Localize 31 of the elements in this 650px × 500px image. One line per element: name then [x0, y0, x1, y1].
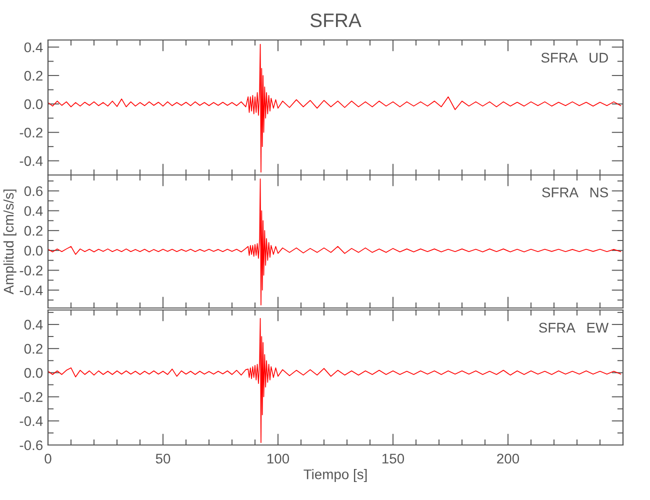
line-series — [48, 44, 622, 173]
x-tick-label: 50 — [156, 454, 170, 464]
y-tick-label: -0.4 — [20, 156, 43, 166]
x-axis-title: Tiempo [s] — [304, 469, 367, 482]
x-tick-label: 100 — [267, 454, 290, 464]
y-tick-label: 0.2 — [24, 226, 42, 236]
y-tick-label: -0.2 — [20, 266, 42, 276]
x-tick-label: 0 — [44, 454, 52, 464]
y-tick-label: 0.0 — [24, 246, 43, 256]
y-tick-label: -0.6 — [20, 440, 43, 450]
y-axis-title: Amplitud [cm/s/s] — [3, 190, 16, 294]
line-series — [48, 318, 622, 444]
y-tick-label: -0.2 — [20, 128, 42, 138]
y-tick-label: 0.6 — [24, 186, 43, 196]
y-tick-label: 0.2 — [24, 344, 42, 354]
y-tick-label: 0.4 — [24, 42, 43, 52]
x-tick-label: 200 — [497, 454, 520, 464]
annotation: SFRA EW — [539, 322, 609, 333]
y-tick-label: -0.2 — [20, 392, 42, 402]
annotation: SFRA UD — [541, 52, 608, 63]
y-tick-label: 0.0 — [24, 368, 43, 378]
chart-title: SFRA — [310, 13, 362, 28]
line-series — [48, 178, 622, 306]
y-tick-label: 0.4 — [24, 206, 43, 216]
annotation: SFRA NS — [542, 188, 608, 198]
y-tick-label: -0.4 — [20, 285, 43, 296]
x-tick-label: 150 — [382, 454, 404, 464]
y-tick-label: 0.4 — [24, 320, 43, 330]
y-tick-label: -0.4 — [20, 416, 43, 426]
y-tick-label: 0.0 — [24, 99, 43, 110]
y-tick-label: 0.2 — [24, 70, 42, 81]
